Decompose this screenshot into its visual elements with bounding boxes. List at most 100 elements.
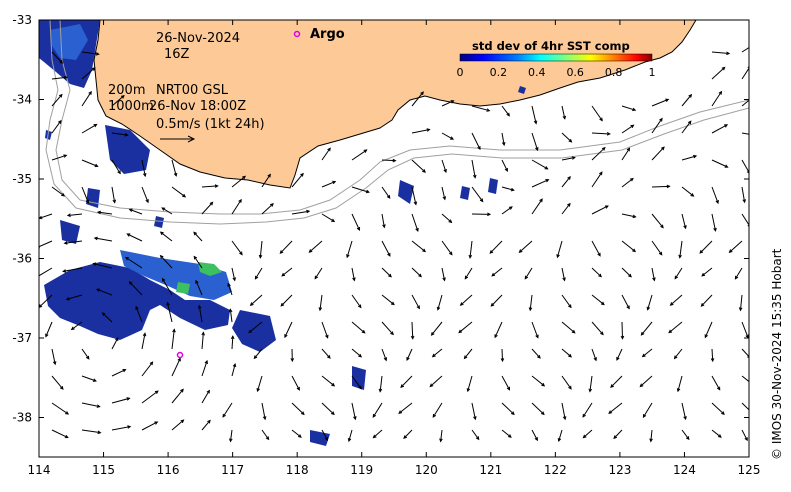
current-arrowhead (209, 201, 214, 206)
current-arrowhead (544, 166, 549, 170)
current-arrowhead (641, 353, 646, 358)
colorbar (459, 53, 653, 62)
current-arrowhead (331, 218, 336, 223)
current-arrow (494, 321, 503, 338)
current-arrowhead (690, 193, 695, 197)
current-arrow (524, 267, 533, 279)
sst-patches (39, 20, 526, 446)
current-arrowhead (472, 174, 477, 179)
current-arrow (651, 240, 663, 256)
current-arrowhead (466, 388, 471, 393)
current-arrowhead (600, 301, 605, 306)
current-arrow (489, 240, 503, 254)
current-arrow (711, 375, 721, 390)
current-arrowhead (206, 389, 210, 394)
current-arrow (81, 348, 90, 360)
current-arrowhead (701, 272, 706, 277)
current-arrowhead (567, 175, 571, 180)
current-arrow (51, 375, 64, 390)
current-arrowhead (486, 108, 491, 112)
current-arrow (381, 213, 385, 228)
current-arrowhead (63, 241, 68, 245)
current-arrowhead (673, 355, 678, 360)
current-arrow (621, 124, 634, 134)
current-arrow (400, 375, 413, 388)
date-label: 26-Nov-2024 (156, 31, 240, 46)
current-arrowhead (600, 331, 604, 336)
current-arrowhead (265, 436, 270, 441)
current-arrow (321, 348, 331, 359)
current-arrow (321, 402, 335, 415)
current-arrowhead (332, 180, 337, 185)
current-arrow (411, 240, 426, 252)
current-arrow (642, 348, 653, 357)
current-arrow (67, 213, 83, 216)
current-arrow (558, 429, 563, 442)
current-arrowhead (640, 331, 645, 336)
current-arrow (141, 361, 153, 377)
current-arrowhead (372, 413, 377, 418)
current-arrow (66, 294, 83, 300)
current-arrow (321, 375, 335, 387)
current-arrow (160, 231, 173, 242)
current-arrow (531, 348, 541, 359)
current-arrowhead (120, 94, 125, 99)
current-arrowhead (676, 388, 681, 393)
current-arrow (51, 76, 68, 80)
current-arrow (639, 375, 653, 387)
current-arrow (591, 267, 602, 278)
current-arrowhead (436, 306, 441, 311)
current-arrow (171, 389, 184, 404)
current-arrowhead (710, 358, 715, 363)
current-arrowhead (403, 435, 407, 440)
current-arrowhead (149, 361, 154, 366)
current-arrow (195, 280, 203, 296)
y-tick-label: -35 (12, 172, 32, 186)
current-arrow (51, 120, 62, 134)
current-arrowhead (489, 250, 494, 254)
current-arrowhead (390, 331, 394, 336)
current-arrowhead (669, 302, 674, 306)
current-arrowhead (728, 249, 733, 254)
current-arrowhead (504, 167, 508, 172)
current-arrowhead (628, 273, 632, 278)
current-arrowhead (442, 277, 446, 282)
current-arrow (437, 294, 443, 310)
current-arrow (141, 421, 158, 431)
current-arrowhead (535, 334, 539, 339)
current-arrowhead (361, 329, 366, 334)
current-arrow (674, 348, 683, 359)
current-arrowhead (599, 171, 603, 176)
current-arrow (501, 159, 508, 172)
current-arrow (531, 105, 537, 124)
current-arrowhead (506, 112, 510, 117)
current-arrowhead (715, 200, 719, 205)
current-arrowhead (562, 416, 567, 421)
current-arrow (171, 186, 186, 198)
current-arrowhead (308, 249, 313, 253)
current-arrowhead (325, 334, 329, 339)
current-arrowhead (258, 254, 263, 259)
current-arrow (621, 267, 632, 278)
current-arrowhead (535, 147, 539, 152)
y-tick-label: -34 (12, 93, 32, 107)
current-arrowhead (450, 136, 454, 140)
current-arrowhead (388, 273, 392, 278)
current-arrowhead (142, 332, 147, 337)
current-arrow (257, 375, 263, 392)
current-arrowhead (528, 307, 533, 312)
current-arrow (681, 402, 687, 420)
current-arrowhead (400, 384, 405, 389)
current-arrowhead (420, 91, 424, 96)
current-arrow (398, 402, 413, 414)
current-arrowhead (352, 277, 356, 282)
current-arrowhead (142, 173, 147, 178)
current-arrow (561, 321, 576, 334)
current-arrowhead (738, 307, 743, 312)
current-arrowhead (232, 277, 236, 282)
current-arrow (321, 147, 331, 161)
current-arrow (81, 429, 101, 434)
current-arrowhead (524, 275, 529, 280)
current-arrowhead (426, 128, 431, 132)
